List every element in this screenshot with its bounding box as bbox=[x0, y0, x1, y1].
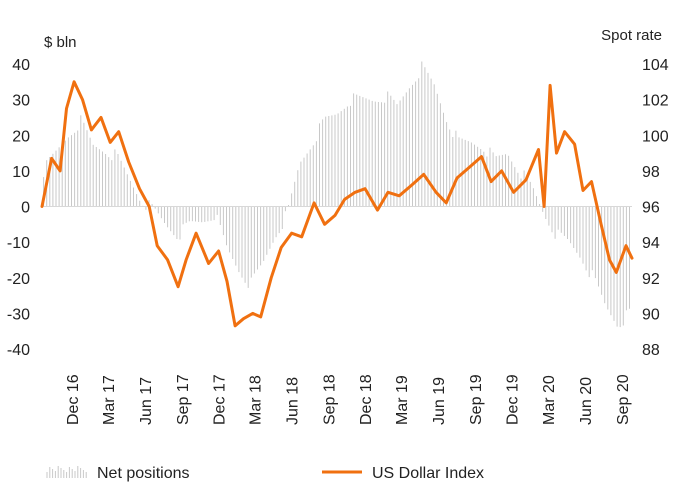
right-tick-label: 96 bbox=[642, 200, 660, 217]
left-tick-label: 0 bbox=[21, 200, 30, 217]
usd-index-line bbox=[40, 80, 634, 328]
x-tick-label: Sep 20 bbox=[615, 374, 632, 425]
x-tick-label: Dec 19 bbox=[505, 374, 522, 425]
x-tick-label: Mar 18 bbox=[248, 375, 265, 425]
right-tick-label: 90 bbox=[642, 306, 660, 323]
legend-swatch-net-positions bbox=[46, 466, 87, 478]
left-tick-label: 30 bbox=[12, 93, 30, 110]
left-tick-label: 20 bbox=[12, 128, 30, 145]
legend: Net positions US Dollar Index bbox=[46, 465, 484, 482]
x-tick-label: Jun 20 bbox=[578, 377, 595, 425]
right-tick-label: 104 bbox=[642, 57, 669, 74]
right-tick-label: 94 bbox=[642, 235, 660, 252]
left-tick-label: -30 bbox=[7, 306, 30, 323]
left-tick-label: -40 bbox=[7, 342, 30, 359]
right-tick-label: 88 bbox=[642, 342, 660, 359]
x-tick-label: Sep 19 bbox=[468, 374, 485, 425]
usd-index-line-layer bbox=[40, 80, 634, 328]
x-tick-label: Dec 16 bbox=[65, 374, 82, 425]
left-tick-label: 10 bbox=[12, 164, 30, 181]
x-tick-label: Mar 17 bbox=[101, 375, 118, 425]
x-tick-label: Jun 17 bbox=[138, 377, 155, 425]
right-tick-label: 92 bbox=[642, 271, 660, 288]
left-tick-label: -10 bbox=[7, 235, 30, 252]
x-axis-ticks: Dec 16 Mar 17 Jun 17 Sep 17 Dec 17 Mar 18 Jun … bbox=[65, 374, 632, 425]
right-tick-label: 98 bbox=[642, 164, 660, 181]
left-tick-label: -20 bbox=[7, 271, 30, 288]
x-tick-label: Dec 17 bbox=[212, 374, 229, 425]
x-tick-label: Mar 19 bbox=[394, 375, 411, 425]
x-tick-label: Sep 18 bbox=[322, 374, 339, 425]
x-tick-label: Mar 20 bbox=[541, 375, 558, 425]
left-axis-ticks: 40 30 20 10 0 -10 -20 -30 -40 bbox=[7, 57, 30, 359]
x-tick-label: Jun 18 bbox=[285, 377, 302, 425]
legend-label-usd-index: US Dollar Index bbox=[372, 465, 484, 482]
x-tick-label: Jun 19 bbox=[431, 377, 448, 425]
x-tick-label: Dec 18 bbox=[358, 374, 375, 425]
legend-label-net-positions: Net positions bbox=[97, 465, 190, 482]
left-tick-label: 40 bbox=[12, 57, 30, 74]
x-tick-label: Sep 17 bbox=[175, 374, 192, 425]
left-axis-title: $ bln bbox=[44, 34, 77, 51]
right-tick-label: 100 bbox=[642, 128, 669, 145]
right-axis-ticks: 104 102 100 98 96 94 92 90 88 bbox=[642, 57, 669, 359]
right-axis-title: Spot rate bbox=[601, 27, 662, 44]
right-tick-label: 102 bbox=[642, 93, 669, 110]
